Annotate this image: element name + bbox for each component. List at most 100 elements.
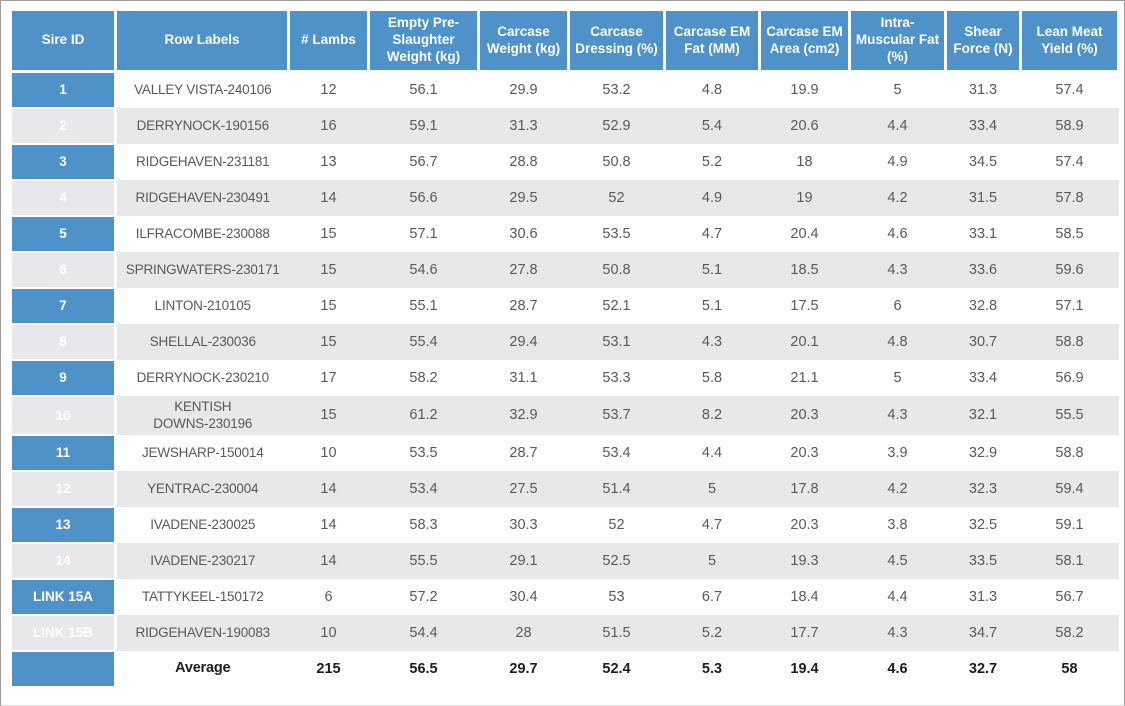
value-cell: 32.8 (945, 287, 1021, 324)
value-cell: 29.7 (478, 650, 569, 687)
column-header: Intra-Muscular Fat (%) (848, 8, 947, 73)
value-cell: 29.5 (478, 179, 569, 216)
table-row: 2 DERRYNOCK-190156 16 59.1 31.3 52.9 5.4 20.6 4.… (9, 106, 1119, 145)
value-cell: 18 (759, 143, 850, 180)
value-cell: 30.3 (478, 506, 569, 543)
value-cell: 30.7 (945, 323, 1021, 360)
value-cell: 4.8 (664, 71, 760, 108)
table-row: 5 ILFRACOMBE-230088 15 57.1 30.6 53.5 4.7 20.4 4… (9, 214, 1119, 253)
value-cell: 53.3 (568, 359, 665, 396)
value-cell: 55.1 (368, 287, 479, 324)
sire-id-cell: LINK 15A (9, 577, 117, 616)
value-cell: 10 (288, 614, 369, 651)
value-cell: 55.5 (1020, 395, 1119, 435)
table-row: LINK 15B RIDGEHAVEN-190083 10 54.4 28 51.5 5.2… (9, 613, 1119, 652)
value-cell: 52.9 (568, 107, 665, 144)
average-row: Average 215 56.5 29.7 52.4 5.3 19.4 4.6 32.7 58 (9, 649, 1119, 688)
value-cell: 32.9 (945, 434, 1021, 471)
column-header: Carcase Dressing (%) (567, 8, 666, 73)
sire-id-cell: 5 (9, 214, 117, 253)
sire-id-cell: 2 (9, 106, 117, 145)
value-cell: 215 (288, 650, 369, 687)
value-cell: 20.6 (759, 107, 850, 144)
column-header: Row Labels (114, 8, 290, 73)
value-cell: 53.1 (568, 323, 665, 360)
value-cell: 59.1 (368, 107, 479, 144)
table-row: 9 DERRYNOCK-230210 17 58.2 31.1 53.3 5.8 21.1 5 3… (9, 358, 1119, 397)
column-header: Carcase Weight (kg) (477, 8, 570, 73)
row-label-cell: RIDGEHAVEN-190083 (115, 614, 289, 651)
value-cell: 57.1 (368, 215, 479, 252)
value-cell: 51.4 (568, 470, 665, 507)
value-cell: 20.4 (759, 215, 850, 252)
value-cell: 52.4 (568, 650, 665, 687)
sire-id-cell: 10 (9, 394, 117, 436)
value-cell: 57.2 (368, 578, 479, 615)
value-cell: 15 (288, 323, 369, 360)
table-row: 11 JEWSHARP-150014 10 53.5 28.7 53.4 4.4 20.3 3.… (9, 433, 1119, 472)
value-cell: 57.8 (1020, 179, 1119, 216)
value-cell: 28.7 (478, 434, 569, 471)
value-cell: 59.4 (1020, 470, 1119, 507)
value-cell: 32.1 (945, 395, 1021, 435)
value-cell: 12 (288, 71, 369, 108)
value-cell: 50.8 (568, 143, 665, 180)
value-cell: 27.5 (478, 470, 569, 507)
value-cell: 6.7 (664, 578, 760, 615)
value-cell: 56.9 (1020, 359, 1119, 396)
value-cell: 33.4 (945, 359, 1021, 396)
value-cell: 18.4 (759, 578, 850, 615)
value-cell: 4.2 (849, 179, 946, 216)
value-cell: 58.3 (368, 506, 479, 543)
column-header: Lean Meat Yield (%) (1019, 8, 1120, 73)
value-cell: 31.3 (945, 578, 1021, 615)
value-cell: 53.5 (568, 215, 665, 252)
value-cell: 5.3 (664, 650, 760, 687)
value-cell: 20.3 (759, 506, 850, 543)
value-cell: 52 (568, 179, 665, 216)
value-cell: 34.5 (945, 143, 1021, 180)
value-cell: 58.1 (1020, 542, 1119, 579)
sire-id-cell: 8 (9, 322, 117, 361)
value-cell: 4.3 (849, 395, 946, 435)
value-cell: 58.9 (1020, 107, 1119, 144)
value-cell: 19.4 (759, 650, 850, 687)
value-cell: 58.8 (1020, 434, 1119, 471)
value-cell: 28.8 (478, 143, 569, 180)
value-cell: 58 (1020, 650, 1119, 687)
value-cell: 29.9 (478, 71, 569, 108)
row-label-cell: LINTON-210105 (115, 287, 289, 324)
value-cell: 52.1 (568, 287, 665, 324)
table-row: 10 KENTISH DOWNS-230196 15 61.2 32.9 53.7 8.2 2… (9, 394, 1119, 436)
value-cell: 34.7 (945, 614, 1021, 651)
value-cell: 6 (849, 287, 946, 324)
row-label-cell: IVADENE-230025 (115, 506, 289, 543)
column-header: Carcase EM Area (cm2) (758, 8, 851, 73)
value-cell: 32.9 (478, 395, 569, 435)
table-row: 13 IVADENE-230025 14 58.3 30.3 52 4.7 20.3 3.8 32… (9, 505, 1119, 544)
value-cell: 8.2 (664, 395, 760, 435)
table-row: 1 VALLEY VISTA-240106 12 56.1 29.9 53.2 4.8 19.… (9, 70, 1119, 109)
value-cell: 5 (849, 71, 946, 108)
column-header: # Lambs (287, 8, 370, 73)
value-cell: 4.4 (849, 107, 946, 144)
sire-id-cell: 13 (9, 505, 117, 544)
value-cell: 51.5 (568, 614, 665, 651)
table-body: 1 VALLEY VISTA-240106 12 56.1 29.9 53.2 4.8 19.… (9, 70, 1119, 688)
value-cell: 4.9 (664, 179, 760, 216)
value-cell: 4.6 (849, 650, 946, 687)
row-label-cell: DERRYNOCK-230210 (115, 359, 289, 396)
value-cell: 33.6 (945, 251, 1021, 288)
value-cell: 31.3 (945, 71, 1021, 108)
value-cell: 29.1 (478, 542, 569, 579)
value-cell: 4.7 (664, 506, 760, 543)
value-cell: 33.1 (945, 215, 1021, 252)
column-header: Carcase EM Fat (MM) (663, 8, 761, 73)
value-cell: 17.5 (759, 287, 850, 324)
value-cell: 19.3 (759, 542, 850, 579)
value-cell: 29.4 (478, 323, 569, 360)
value-cell: 15 (288, 287, 369, 324)
value-cell: 4.4 (849, 578, 946, 615)
header-row: Sire ID Row Labels # Lambs Empty Pre-Slaugh… (9, 8, 1120, 73)
